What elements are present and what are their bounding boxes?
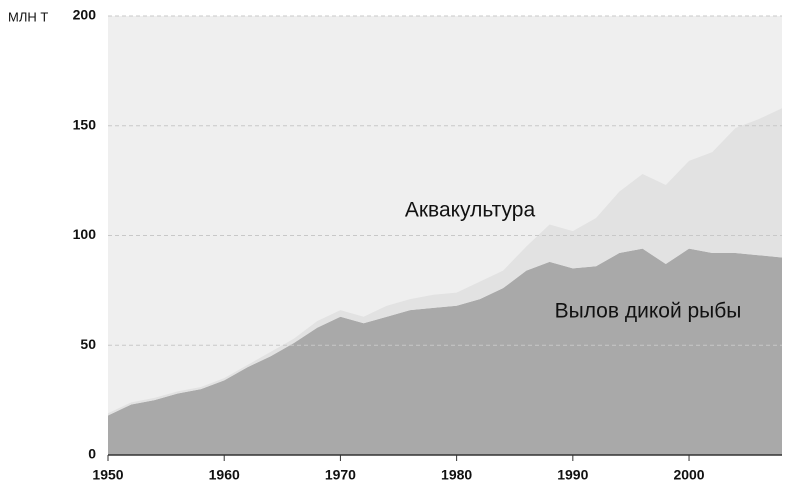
y-tick-label: 50: [80, 336, 96, 352]
series-label: Аквакультура: [405, 199, 536, 222]
y-tick-label: 200: [73, 7, 97, 23]
y-axis-label: МЛН Т: [8, 9, 48, 24]
x-tick-label: 1950: [92, 467, 123, 483]
area: [108, 248, 782, 455]
x-tick-label: 1970: [325, 467, 356, 483]
x-tick-label: 1960: [209, 467, 240, 483]
y-tick-label: 150: [73, 116, 97, 132]
y-tick-label: 0: [88, 446, 96, 462]
x-tick-label: 1980: [441, 467, 472, 483]
x-tick-label: 2000: [673, 467, 704, 483]
series-label: Вылов дикой рыбы: [555, 300, 742, 323]
y-tick-label: 100: [73, 226, 97, 242]
x-tick-label: 1990: [557, 467, 588, 483]
